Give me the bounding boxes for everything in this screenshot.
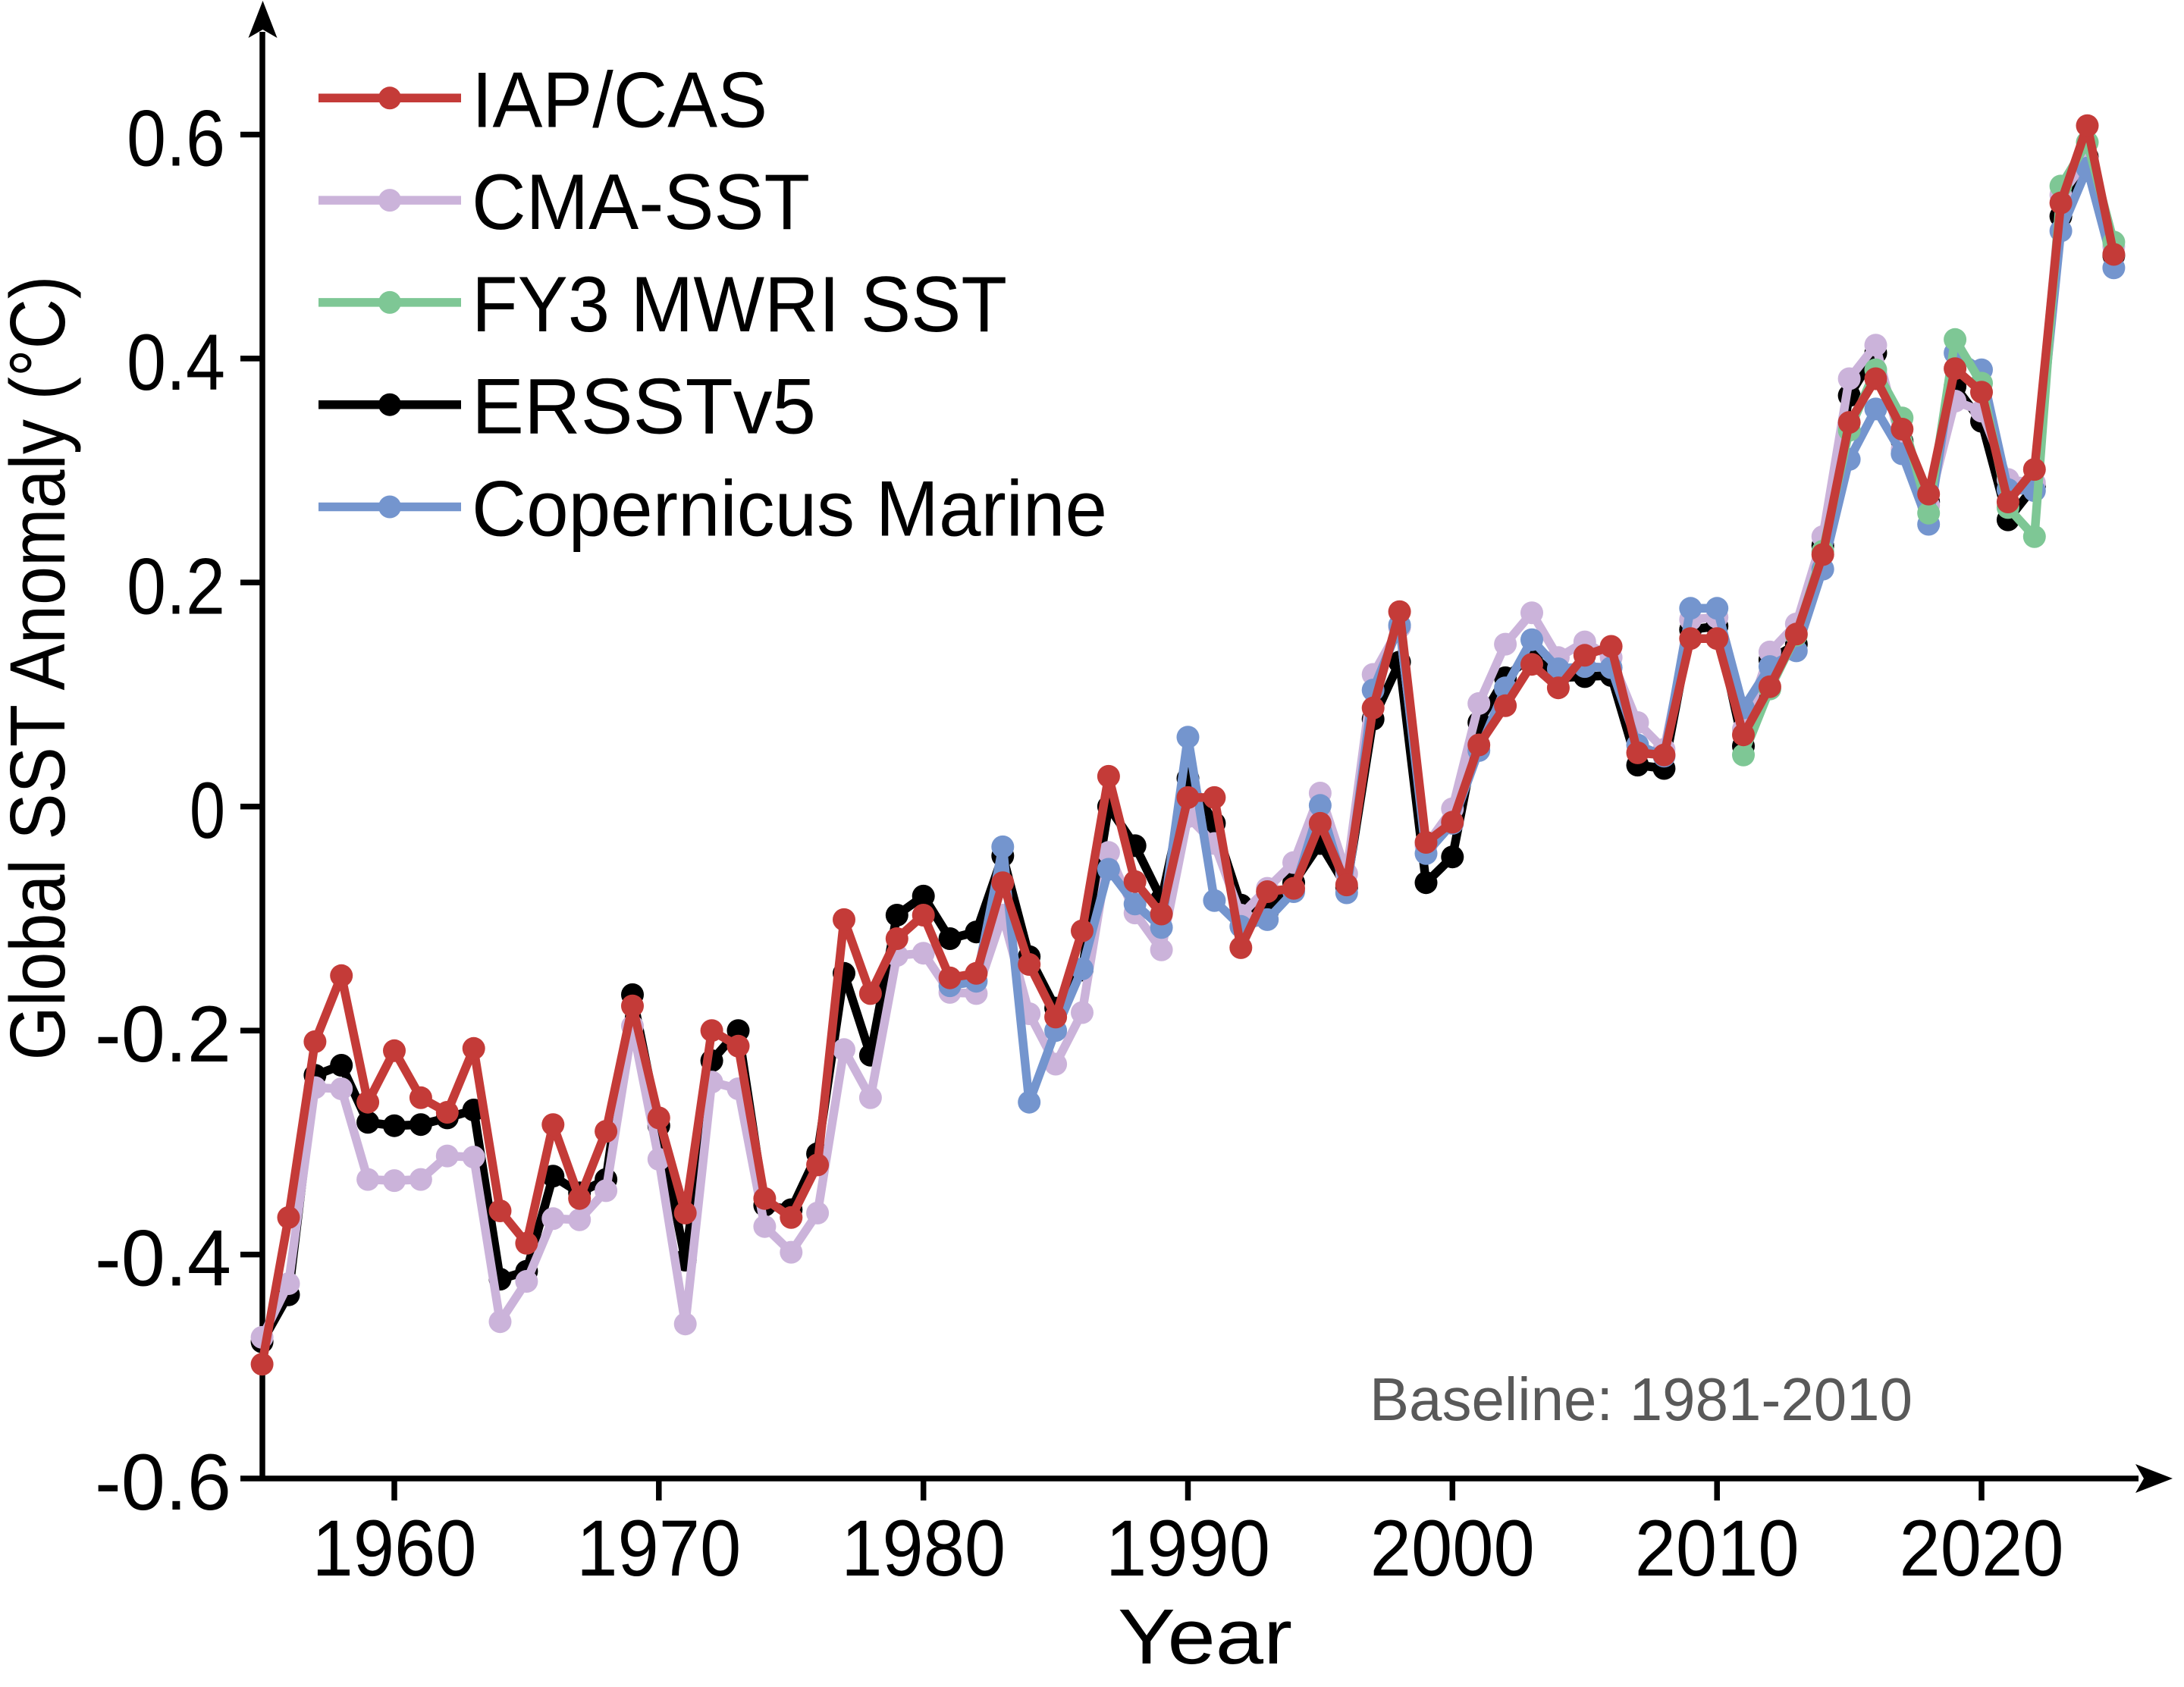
svg-text:Copernicus Marine: Copernicus Marine xyxy=(472,466,1107,553)
svg-text:1970: 1970 xyxy=(576,1504,741,1593)
svg-text:Baseline: 1981-2010: Baseline: 1981-2010 xyxy=(1370,1366,1913,1433)
svg-text:-0.2: -0.2 xyxy=(95,990,231,1079)
svg-text:CMA-SST: CMA-SST xyxy=(472,158,810,246)
svg-text:IAP/CAS: IAP/CAS xyxy=(472,56,767,144)
svg-text:Global SST Anomaly (°C): Global SST Anomaly (°C) xyxy=(0,276,81,1061)
svg-text:0.2: 0.2 xyxy=(127,542,225,631)
svg-text:0.4: 0.4 xyxy=(127,318,225,407)
svg-text:ERSSTv5: ERSSTv5 xyxy=(472,363,816,451)
svg-text:FY3 MWRI SST: FY3 MWRI SST xyxy=(472,261,1007,349)
svg-text:Year: Year xyxy=(1118,1593,1292,1680)
svg-text:-0.4: -0.4 xyxy=(95,1215,231,1303)
svg-text:0: 0 xyxy=(190,767,225,855)
svg-text:1990: 1990 xyxy=(1106,1504,1270,1593)
svg-text:0.6: 0.6 xyxy=(127,95,225,183)
svg-text:1980: 1980 xyxy=(841,1504,1006,1593)
svg-text:2000: 2000 xyxy=(1370,1504,1535,1593)
svg-text:2020: 2020 xyxy=(1900,1504,2064,1593)
svg-text:2010: 2010 xyxy=(1635,1504,1800,1593)
svg-text:-0.6: -0.6 xyxy=(95,1438,231,1527)
svg-text:1960: 1960 xyxy=(312,1504,477,1593)
